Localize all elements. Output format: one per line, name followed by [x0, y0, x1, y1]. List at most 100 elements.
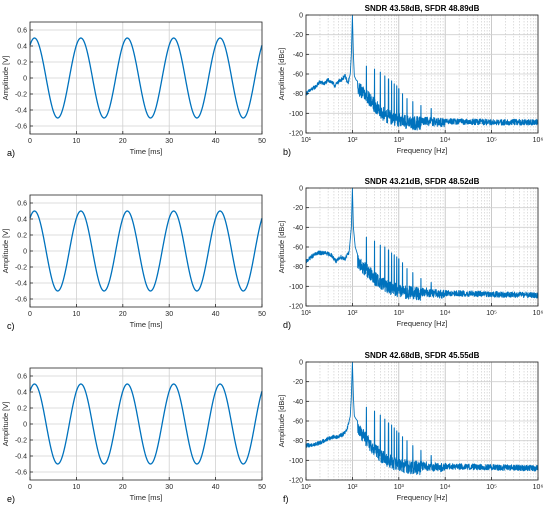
y-tick-label: -60: [293, 245, 303, 252]
x-tick-label: 10¹: [301, 484, 312, 491]
y-tick-label: -0.2: [15, 265, 27, 272]
y-tick-label: 0.4: [17, 390, 27, 397]
x-tick-label: 10⁶: [533, 310, 544, 317]
y-tick-label: 0.6: [17, 28, 27, 35]
y-tick-label: -80: [293, 438, 303, 445]
x-axis-label: Time [ms]: [130, 147, 163, 156]
y-tick-label: -100: [289, 111, 303, 118]
y-tick-label: -40: [293, 52, 303, 59]
y-tick-label: 0.6: [17, 201, 27, 208]
x-tick-label: 20: [119, 138, 127, 145]
y-tick-label: -0.2: [15, 438, 27, 445]
y-tick-label: 0.4: [17, 44, 27, 51]
x-tick-label: 10³: [394, 137, 405, 144]
x-tick-label: 10⁴: [440, 484, 451, 491]
x-tick-label: 10³: [394, 310, 405, 317]
x-tick-label: 0: [28, 484, 32, 491]
chart-panel-3: -0.6 -0.4 -0.2 0 0.2 0.4 0.6 0 10 20 30 40 50 Time [m…: [1, 194, 266, 331]
y-axis-label: Amplitude [dBc]: [277, 48, 286, 101]
x-tick-label: 10⁵: [486, 310, 497, 317]
x-tick-label: 40: [212, 484, 220, 491]
x-tick-label: 50: [258, 311, 266, 318]
y-tick-label: -0.4: [15, 454, 27, 461]
y-tick-label: -20: [293, 32, 303, 39]
y-tick-label: -0.4: [15, 108, 27, 115]
panel-label: c): [7, 321, 15, 331]
y-tick-label: 0.2: [17, 406, 27, 413]
y-tick-label: -80: [293, 91, 303, 98]
y-tick-label: 0.2: [17, 60, 27, 67]
y-tick-label: -0.4: [15, 281, 27, 288]
x-tick-label: 10¹: [301, 310, 312, 317]
data-series-line: [29, 383, 263, 465]
y-tick-label: -80: [293, 264, 303, 271]
y-axis-label: Amplitude [dBc]: [277, 395, 286, 448]
x-tick-label: 50: [258, 138, 266, 145]
x-tick-label: 10⁶: [533, 137, 544, 144]
x-tick-label: 10²: [347, 310, 358, 317]
panel-label: a): [7, 148, 15, 158]
x-axis-label: Frequency [Hz]: [397, 146, 448, 155]
y-tick-label: -0.2: [15, 92, 27, 99]
panel-label: e): [7, 494, 15, 504]
y-tick-label: -100: [289, 284, 303, 291]
y-tick-label: -0.6: [15, 470, 27, 477]
x-tick-label: 10: [73, 484, 81, 491]
x-tick-label: 10²: [347, 484, 358, 491]
panel-label: f): [283, 494, 289, 504]
y-tick-label: 0: [23, 249, 27, 256]
x-tick-label: 20: [119, 311, 127, 318]
y-tick-label: -0.6: [15, 297, 27, 304]
x-tick-label: 10⁶: [533, 484, 544, 491]
y-tick-label: -100: [289, 458, 303, 465]
x-tick-label: 30: [165, 138, 173, 145]
x-tick-label: 10⁴: [440, 137, 451, 144]
y-tick-label: 0: [299, 186, 303, 193]
x-tick-label: 0: [28, 311, 32, 318]
x-tick-label: 10: [73, 138, 81, 145]
y-tick-label: -20: [293, 205, 303, 212]
y-tick-label: -120: [289, 478, 303, 485]
y-axis-label: Amplitude [V]: [1, 402, 10, 447]
chart-panel-6: -120 -100 -80 -60 -40 -20 0 10¹ 10² 10³ 10⁴ 10⁵ 10⁶ F…: [277, 351, 543, 504]
y-tick-label: -60: [293, 419, 303, 426]
data-series-line: [305, 14, 539, 131]
x-tick-label: 20: [119, 484, 127, 491]
x-tick-label: 0: [28, 138, 32, 145]
x-tick-label: 10²: [347, 137, 358, 144]
y-tick-label: 0.6: [17, 374, 27, 381]
x-tick-label: 10⁵: [486, 137, 497, 144]
data-series-line: [305, 187, 539, 301]
y-tick-label: 0: [299, 13, 303, 20]
x-tick-label: 40: [212, 311, 220, 318]
chart-panel-2: -120 -100 -80 -60 -40 -20 0 10¹ 10² 10³ 10⁴ 10⁵ 10⁶ F…: [277, 4, 543, 157]
chart-title: SNDR 43.58dB, SFDR 48.89dB: [365, 4, 480, 13]
panel-label: d): [283, 320, 291, 330]
y-tick-label: 0.4: [17, 217, 27, 224]
x-tick-label: 10: [73, 311, 81, 318]
y-tick-label: -120: [289, 131, 303, 138]
data-series-line: [305, 361, 539, 476]
y-tick-label: 0: [299, 360, 303, 367]
panel-label: b): [283, 147, 291, 157]
chart-panel-5: -0.6 -0.4 -0.2 0 0.2 0.4 0.6 0 10 20 30 40 50 Time [m…: [1, 367, 266, 504]
x-tick-label: 10³: [394, 484, 405, 491]
chart-panel-4: -120 -100 -80 -60 -40 -20 0 10¹ 10² 10³ 10⁴ 10⁵ 10⁶ F…: [277, 177, 543, 330]
x-tick-label: 50: [258, 484, 266, 491]
data-series-line: [29, 210, 263, 292]
y-axis-label: Amplitude [V]: [1, 56, 10, 101]
y-tick-label: 0: [23, 422, 27, 429]
y-tick-label: -120: [289, 304, 303, 311]
x-axis-label: Frequency [Hz]: [397, 493, 448, 502]
data-series-line: [29, 37, 263, 119]
x-tick-label: 30: [165, 311, 173, 318]
x-tick-label: 40: [212, 138, 220, 145]
y-tick-label: -40: [293, 225, 303, 232]
x-axis-label: Time [ms]: [130, 493, 163, 502]
y-tick-label: -0.6: [15, 124, 27, 131]
x-tick-label: 10¹: [301, 137, 312, 144]
x-axis-label: Frequency [Hz]: [397, 319, 448, 328]
chart-title: SNDR 43.21dB, SFDR 48.52dB: [365, 177, 480, 186]
y-tick-label: -40: [293, 399, 303, 406]
